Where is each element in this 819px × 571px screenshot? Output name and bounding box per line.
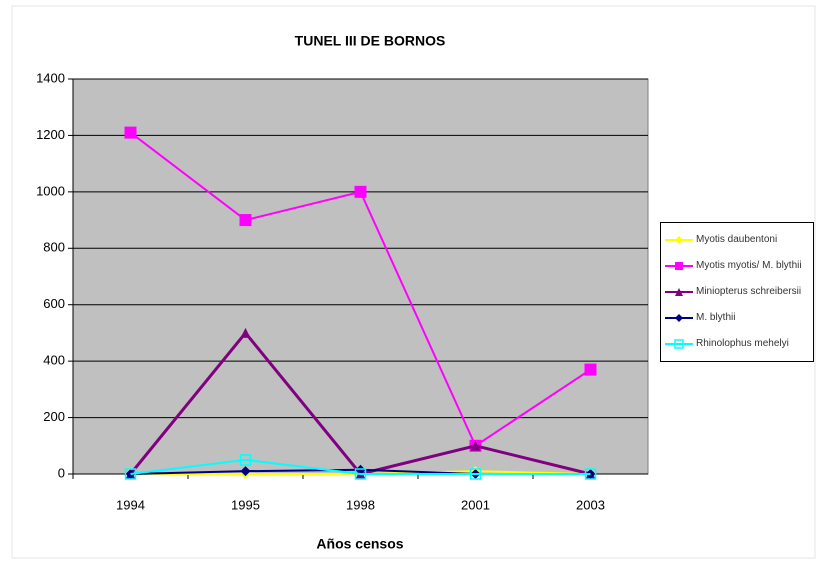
- legend-label: Myotis daubentoni: [696, 234, 778, 245]
- marker: [470, 440, 481, 451]
- x-tick-label: 2003: [576, 497, 605, 512]
- marker: [354, 468, 367, 480]
- legend: Myotis daubentoni Myotis myotis/ M. blyth…: [660, 222, 814, 362]
- legend-entry: Miniopterus schreibersii: [664, 286, 810, 298]
- chart-border: [11, 5, 816, 559]
- y-tick-label: 600: [43, 296, 65, 311]
- y-tick-label: 1000: [36, 183, 65, 198]
- legend-entry: Myotis myotis/ M. blythii: [664, 260, 810, 272]
- x-tick-label: 1995: [231, 497, 260, 512]
- legend-label: Miniopterus schreibersii: [696, 286, 802, 297]
- y-tick-label: 0: [58, 465, 65, 480]
- marker: [674, 339, 684, 349]
- legend-entry: Rhinolophus mehelyi: [664, 338, 810, 350]
- marker: [584, 363, 597, 376]
- marker: [240, 466, 251, 477]
- x-tick-label: 1994: [116, 497, 145, 512]
- marker: [124, 468, 137, 480]
- legend-entry: Myotis daubentoni: [664, 234, 810, 246]
- marker: [355, 464, 366, 475]
- marker: [675, 288, 683, 296]
- plot-area: [72, 78, 649, 475]
- marker: [584, 468, 597, 480]
- x-tick-label: 2001: [461, 497, 490, 512]
- legend-swatch: [665, 262, 693, 270]
- marker: [675, 314, 683, 322]
- marker: [469, 468, 482, 480]
- chart-title: TUNEL III DE BORNOS: [295, 33, 446, 49]
- y-tick-label: 1400: [36, 70, 65, 85]
- series-line: [130, 458, 591, 475]
- marker: [239, 454, 252, 466]
- y-tick-label: 200: [43, 409, 65, 424]
- marker: [239, 214, 252, 227]
- x-axis-label: Años censos: [316, 536, 403, 552]
- marker: [675, 236, 683, 244]
- x-tick-label: 1998: [346, 497, 375, 512]
- legend-swatch: [665, 339, 693, 349]
- marker: [124, 126, 137, 139]
- marker: [240, 327, 251, 338]
- marker: [675, 262, 683, 270]
- legend-swatch: [665, 288, 693, 296]
- marker: [354, 185, 367, 198]
- y-tick-label: 800: [43, 240, 65, 255]
- legend-swatch: [665, 236, 693, 244]
- legend-label: M. blythii: [696, 312, 736, 323]
- legend-entry: M. blythii: [664, 312, 810, 324]
- y-tick-label: 1200: [36, 127, 65, 142]
- legend-label: Rhinolophus mehelyi: [696, 338, 789, 349]
- legend-swatch: [665, 314, 693, 322]
- y-tick-label: 400: [43, 353, 65, 368]
- legend-label: Myotis myotis/ M. blythii: [696, 260, 802, 271]
